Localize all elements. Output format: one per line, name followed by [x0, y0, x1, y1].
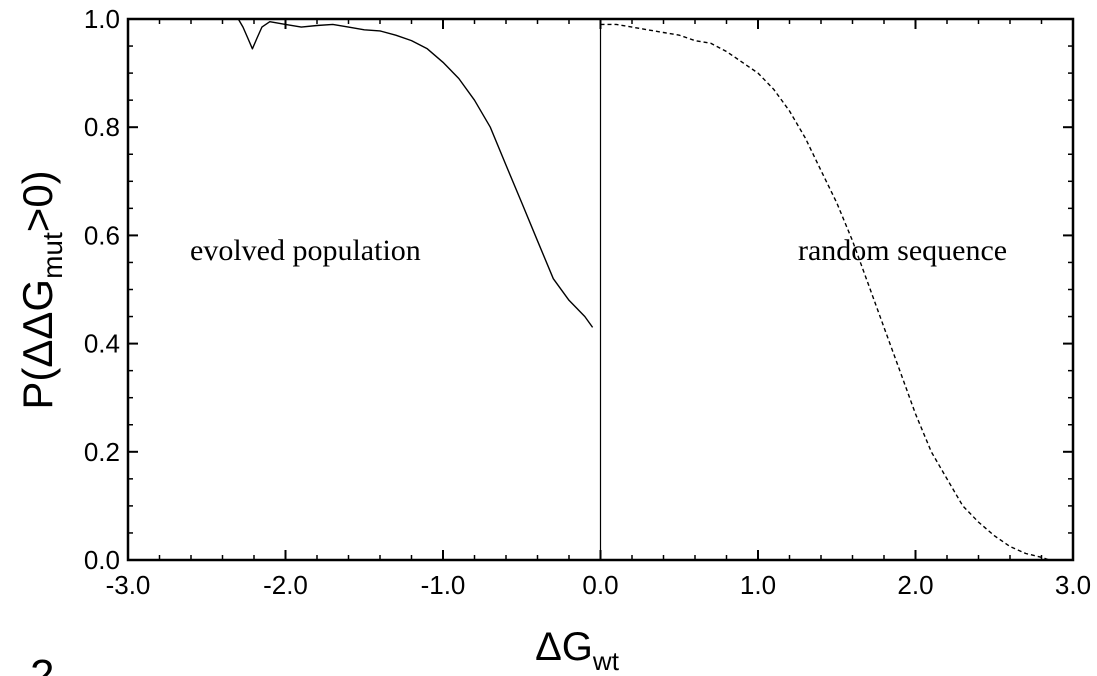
x-axis-title: ΔGwt	[535, 625, 620, 676]
x-axis-title-sub: wt	[592, 646, 620, 676]
y-tick-label: 0.2	[84, 437, 120, 467]
y-tick-label: 0.0	[84, 545, 120, 575]
axis-tick-labels: -3.0 -2.0 -1.0 0.0 1.0 2.0 3.0 0.0 0.2 0.4 0.6 0.8 1…	[84, 4, 1091, 600]
plot-frame	[126, 17, 1075, 562]
y-tick-label: 0.6	[84, 220, 120, 250]
annotation-evolved-population: evolved population	[190, 234, 421, 267]
y-tick-label: 1.0	[84, 4, 120, 34]
y-axis-title-post: >0)	[14, 170, 61, 232]
x-tick-label: 1.0	[740, 570, 776, 600]
x-tick-label: 3.0	[1055, 570, 1091, 600]
x-tick-label: 2.0	[897, 570, 933, 600]
x-tick-label: 0.0	[582, 570, 618, 600]
x-tick-label: -3.0	[106, 570, 151, 600]
y-tick-label: 0.8	[84, 112, 120, 142]
series-line-dashed	[600, 23, 1050, 561]
x-axis-title-main: ΔG	[535, 625, 593, 669]
y-axis-title-sub: mut	[37, 232, 68, 279]
x-tick-label: -2.0	[263, 570, 308, 600]
series-layer	[237, 18, 1050, 561]
y-axis-title: P(ΔΔGmut>0)	[14, 170, 68, 409]
annotation-random-sequence: random sequence	[798, 234, 1007, 267]
page-fragment-text: 2	[30, 651, 54, 676]
y-axis-title-main: P(ΔΔG	[14, 279, 61, 410]
series-line-solid	[237, 18, 594, 328]
svg-text:P(ΔΔGmut>0): P(ΔΔGmut>0)	[14, 170, 68, 409]
y-tick-label: 0.4	[84, 329, 120, 359]
x-tick-label: -1.0	[421, 570, 466, 600]
